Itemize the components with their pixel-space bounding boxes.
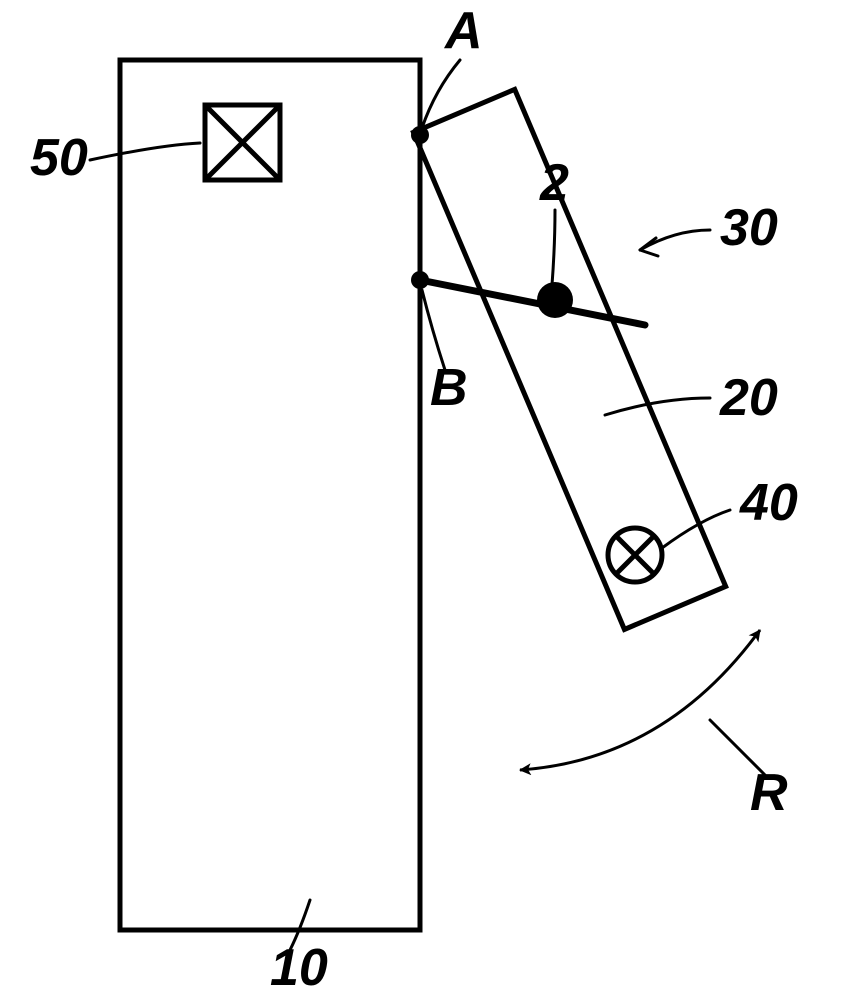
leader-A <box>422 60 460 128</box>
label-B: B <box>430 359 468 417</box>
lever-line <box>420 280 645 325</box>
label-20: 20 <box>719 369 778 427</box>
label-50: 50 <box>30 129 88 187</box>
main-body-rect <box>120 60 420 930</box>
leader-30 <box>640 230 710 250</box>
leader-50 <box>90 143 200 160</box>
point-a-dot <box>411 126 429 144</box>
point-b-dot <box>411 271 429 289</box>
label-10: 10 <box>270 939 328 997</box>
label-A: A <box>443 2 483 60</box>
label-R: R <box>750 764 788 822</box>
lever-pivot-dot <box>537 282 573 318</box>
label-30: 30 <box>720 199 778 257</box>
leader-2 <box>552 210 555 285</box>
leader-B <box>422 290 445 370</box>
label-40: 40 <box>739 474 798 532</box>
label-2: 2 <box>539 154 569 212</box>
swing-arc-r <box>520 630 760 770</box>
leader-20 <box>605 398 710 415</box>
